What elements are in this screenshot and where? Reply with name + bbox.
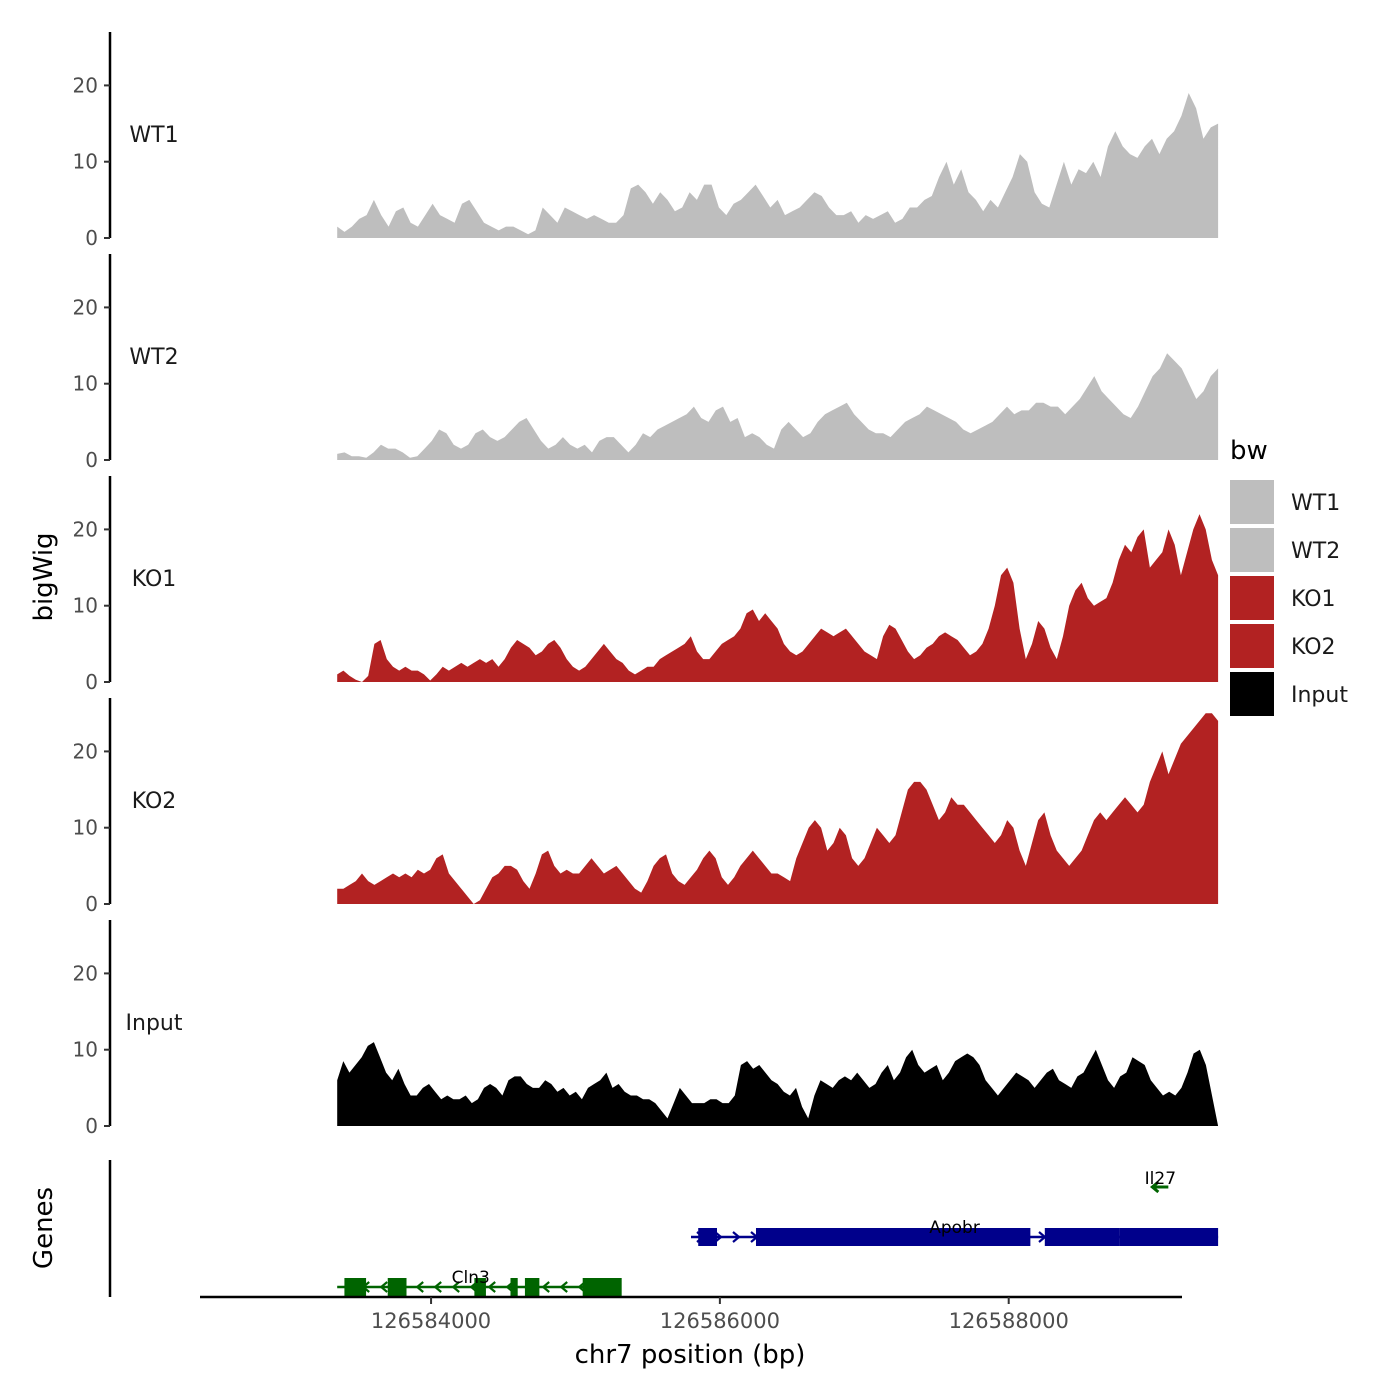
- legend-item-wt2: WT2: [1230, 528, 1340, 572]
- gene-label: Apobr: [929, 1218, 980, 1238]
- strand-chevron: [714, 1231, 723, 1243]
- legend-item-input: Input: [1230, 672, 1348, 716]
- x-tick-label: 126588000: [949, 1309, 1069, 1333]
- legend-swatch: [1230, 624, 1274, 668]
- legend-item-ko1: KO1: [1230, 576, 1336, 620]
- gene-exon: [474, 1278, 486, 1296]
- strand-arrow: [1149, 1180, 1169, 1194]
- legend-label: KO1: [1291, 587, 1336, 612]
- legend: bw WT1 WT2 KO1 KO2 Input: [1230, 436, 1348, 716]
- x-axis: 126584000 126586000 126588000: [200, 1295, 1182, 1333]
- y-tick-label: 20: [73, 73, 98, 97]
- area-ko1: [337, 514, 1219, 682]
- track-label: Input: [126, 1011, 183, 1036]
- y-tick-label: 0: [85, 892, 98, 916]
- legend-label: KO2: [1291, 635, 1336, 660]
- gene-exon: [1119, 1228, 1219, 1246]
- legend-swatch: [1230, 480, 1274, 524]
- strand-chevron: [451, 1281, 460, 1293]
- y-axis-title: bigWig: [29, 532, 59, 621]
- legend-swatch: [1230, 672, 1274, 716]
- area-input: [337, 1042, 1219, 1126]
- gene-il27: Il27: [1145, 1169, 1176, 1194]
- track-label: KO1: [132, 567, 177, 592]
- gene-exon: [344, 1278, 367, 1296]
- y-tick-label: 10: [73, 372, 98, 396]
- gene-exon: [755, 1228, 1031, 1246]
- area-wt2: [337, 353, 1219, 460]
- strand-chevron: [487, 1281, 496, 1293]
- legend-label: Input: [1291, 683, 1348, 708]
- y-tick-label: 20: [73, 295, 98, 319]
- gene-exon: [698, 1228, 717, 1246]
- legend-item-wt1: WT1: [1230, 480, 1340, 524]
- legend-swatch: [1230, 528, 1274, 572]
- track-label: WT1: [129, 123, 178, 148]
- gene-apobr: Apobr: [691, 1218, 1219, 1246]
- gene-cln3: Cln3: [337, 1268, 622, 1296]
- y-tick-label: 10: [73, 816, 98, 840]
- y-tick-label: 0: [85, 1114, 98, 1138]
- legend-title: bw: [1230, 436, 1268, 466]
- gene-track-title: Genes: [29, 1187, 59, 1269]
- y-tick-label: 10: [73, 1038, 98, 1062]
- track-ko1: 0 10 20 KO1: [73, 476, 1219, 694]
- area-ko2: [337, 713, 1219, 904]
- strand-chevron: [415, 1281, 424, 1293]
- gene-exon: [510, 1278, 518, 1296]
- track-label: WT2: [129, 345, 178, 370]
- y-tick-label: 0: [85, 670, 98, 694]
- y-tick-label: 20: [73, 961, 98, 985]
- track-ko2: 0 10 20 KO2: [73, 698, 1219, 916]
- track-panels: 0 10 20 WT1 0 10 20 WT2 0 10 20 KO1 0 10 20 KO2 0 10 20 Inp…: [73, 32, 1219, 1138]
- gene-label: Il27: [1145, 1169, 1176, 1189]
- track-wt1: 0 10 20 WT1: [73, 32, 1219, 250]
- legend-label: WT1: [1291, 491, 1340, 516]
- strand-chevron: [732, 1231, 741, 1243]
- gene-label: Cln3: [452, 1268, 490, 1288]
- x-tick-label: 126586000: [660, 1309, 780, 1333]
- strand-chevron: [379, 1281, 388, 1293]
- track-wt2: 0 10 20 WT2: [73, 254, 1219, 472]
- y-tick-label: 20: [73, 739, 98, 763]
- y-tick-label: 0: [85, 448, 98, 472]
- y-tick-label: 10: [73, 594, 98, 618]
- y-tick-label: 0: [85, 226, 98, 250]
- x-tick-label: 126584000: [371, 1309, 491, 1333]
- x-axis-title: chr7 position (bp): [575, 1340, 806, 1370]
- y-tick-label: 10: [73, 150, 98, 174]
- track-label: KO2: [132, 789, 177, 814]
- y-tick-label: 20: [73, 517, 98, 541]
- gene-exon: [1044, 1228, 1120, 1246]
- legend-swatch: [1230, 576, 1274, 620]
- strand-chevron: [433, 1281, 442, 1293]
- gene-exon: [524, 1278, 540, 1296]
- legend-item-ko2: KO2: [1230, 624, 1336, 668]
- strand-chevron: [541, 1281, 550, 1293]
- legend-label: WT2: [1291, 539, 1340, 564]
- area-wt1: [337, 93, 1219, 238]
- track-input: 0 10 20 Input: [73, 920, 1219, 1138]
- strand-chevron: [559, 1281, 568, 1293]
- gene-exon: [582, 1278, 622, 1296]
- gene-exon: [387, 1278, 407, 1296]
- gene-track: Il27 Apobr Cln3: [108, 1160, 1219, 1297]
